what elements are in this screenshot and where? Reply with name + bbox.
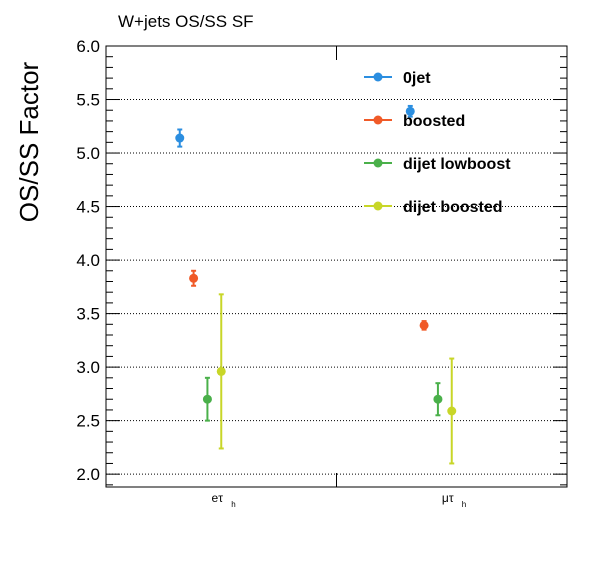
- x-tick-label-subscript: h: [231, 500, 235, 509]
- data-point: [419, 320, 429, 330]
- data-point: [447, 406, 457, 416]
- x-tick-label-subscript: h: [462, 500, 466, 509]
- legend-marker: [373, 115, 383, 125]
- data-series: [175, 104, 457, 465]
- data-point: [189, 273, 199, 283]
- data-point: [216, 366, 226, 376]
- y-tick-label: 6.0: [76, 37, 100, 56]
- y-tick-label: 4.5: [76, 198, 100, 217]
- series-dijet-lowboost: [202, 376, 443, 422]
- y-tick-label: 5.0: [76, 144, 100, 163]
- data-point: [405, 106, 415, 116]
- data-point: [175, 133, 185, 143]
- y-tick-label: 3.0: [76, 358, 100, 377]
- series-0jet: [175, 104, 415, 148]
- y-tick-label: 2.0: [76, 465, 100, 484]
- y-tick-label: 5.5: [76, 91, 100, 110]
- series-dijet-boosted: [216, 293, 457, 465]
- chart-title: W+jets OS/SS SF: [118, 12, 254, 31]
- y-tick-label: 2.5: [76, 412, 100, 431]
- legend-marker: [373, 158, 383, 168]
- legend-marker: [373, 72, 383, 82]
- grid-layer: [106, 99, 567, 475]
- y-axis-label: OS/SS Factor: [14, 61, 44, 222]
- legend-label: dijet lowboost: [403, 156, 511, 173]
- y-axis: 2.0 2.5 3.0 3.5 4.0 4.5 5.0 5.5 6.0: [76, 37, 567, 486]
- legend: 0jet boosted dijet lowboost dijet boosted: [364, 70, 511, 216]
- data-point: [433, 394, 443, 404]
- legend-marker: [373, 201, 383, 211]
- y-tick-label: 3.5: [76, 305, 100, 324]
- series-boosted: [189, 269, 429, 331]
- y-tick-label: 4.0: [76, 251, 100, 270]
- x-tick-label: eτ: [212, 491, 224, 505]
- legend-label: dijet boosted: [403, 199, 503, 216]
- legend-label: 0jet: [403, 70, 431, 87]
- data-point: [202, 394, 212, 404]
- x-tick-label: μτ: [442, 491, 454, 505]
- legend-label: boosted: [403, 113, 465, 130]
- x-axis: eτ h μτ h: [212, 46, 466, 509]
